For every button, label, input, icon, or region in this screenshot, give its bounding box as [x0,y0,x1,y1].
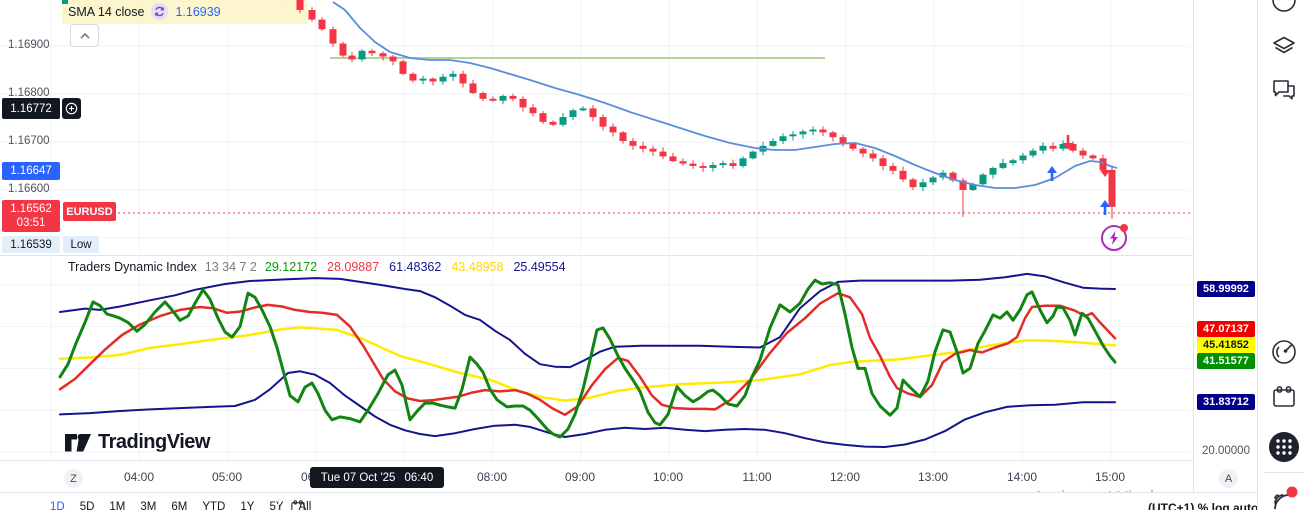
date-range-row[interactable]: 1D 5D 1M 3M 6M YTD 1Y 5Y All [50,501,311,510]
right-sidebar [1257,0,1309,510]
quick-trade-lightning-icon[interactable] [1101,224,1128,251]
signal-arrows [1047,135,1110,215]
price-badge-blue[interactable]: 1.16647 [2,162,60,180]
tdi-value: 43.48958 [451,260,504,274]
range-button-3m[interactable]: 3M [140,501,157,510]
time-axis[interactable]: 04:0005:0006:0007:0008:0009:0010:0011:00… [0,461,1193,492]
tdi-value-badge[interactable]: 41.51577 [1197,353,1255,369]
low-price-badge: 1.16539 [2,236,60,253]
gridlines [0,0,1190,460]
calendar-icon[interactable] [1268,381,1300,413]
range-button-5d[interactable]: 5D [79,501,95,510]
tdi-value: 61.48362 [389,260,442,274]
tdi-value-badge[interactable]: 45.41852 [1197,337,1255,353]
indicator-color-swatch [62,0,68,4]
tdi-scale-tick: 20.00000 [1202,445,1250,457]
tdi-value-badge[interactable]: 58.99992 [1197,281,1255,297]
tdi-lines[interactable] [58,272,1117,448]
range-button-ytd[interactable]: YTD [202,501,226,510]
range-button-5y[interactable]: 5Y [269,501,284,510]
clock-icon[interactable] [1268,0,1300,16]
tdi-value: 25.49554 [513,260,566,274]
tdi-value: 28.09887 [327,260,380,274]
tdi-lower-band[interactable] [59,370,1116,448]
tdi-market-base-line[interactable] [58,326,1117,402]
sma-line[interactable] [332,1,1118,189]
tooltip-time: 06:40 [404,471,434,484]
price-tick: 1.16800 [8,87,50,99]
time-tick-12:00: 12:00 [829,470,861,484]
price-tick: 1.16700 [8,135,50,147]
last-price: 1.16562 [10,203,52,215]
tdi-value: 29.12172 [264,260,318,274]
price-tick: 1.16600 [8,183,50,195]
sma-legend-title: SMA 14 close [68,4,145,19]
tdi-upper-band[interactable] [59,272,1116,369]
time-axis-separator [0,460,1193,461]
tooltip-date: Tue 07 Oct '25 [320,471,396,484]
time-tick-14:00: 14:00 [1006,470,1038,484]
tradingview-logo-text: TradingView [98,431,210,453]
range-button-all[interactable]: All [298,501,312,510]
time-tick-05:00: 05:00 [211,470,243,484]
go-to-date-calendar-icon[interactable] [290,499,306,510]
tradingview-logo[interactable]: TradingView [64,431,210,454]
tdi-title: Traders Dynamic Index [68,260,197,274]
refresh-icon[interactable] [151,3,169,20]
tdi-params: 13 34 7 2 [204,260,257,274]
time-tick-11:00: 11:00 [742,470,772,484]
time-tick-04:00: 04:00 [123,470,155,484]
time-tick-10:00: 10:00 [652,470,684,484]
time-tick-08:00: 08:00 [476,470,508,484]
range-button-1y[interactable]: 1Y [240,501,255,510]
bottom-toolbar[interactable]: 1D 5D 1M 3M 6M YTD 1Y 5Y All (UTC+1) % log auto [0,492,1257,510]
add-alert-plus-button[interactable] [62,98,81,119]
tdi-price-scale[interactable]: 40.0000030.0000020.0000058.9999247.07137… [1193,0,1258,492]
bottom-toolbar-divider [278,498,279,510]
apps-grid-icon[interactable] [1268,431,1300,463]
range-button-1d[interactable]: 1D [50,501,65,510]
last-price-badge[interactable]: 1.16562 03:51 [2,200,60,232]
bar-countdown: 03:51 [16,217,46,229]
sma-legend[interactable]: SMA 14 close 1.16939 [68,3,221,20]
object-tree-layers-icon[interactable] [1268,30,1300,62]
chat-icon[interactable] [1268,74,1300,106]
range-button-1m[interactable]: 1M [109,501,126,510]
auto-scale-button[interactable]: A [1219,469,1238,488]
time-tick-13:00: 13:00 [917,470,949,484]
collapse-legend-button[interactable] [70,24,99,47]
price-tick: 1.16900 [8,39,50,51]
screener-radar-icon[interactable] [1268,336,1300,368]
tdi-value-badge[interactable]: 31.83712 [1197,394,1255,410]
timezone-button[interactable]: Z [64,469,83,488]
candlesticks[interactable] [282,0,1116,219]
range-button-6m[interactable]: 6M [171,501,188,510]
connection-status-icon[interactable] [1268,484,1300,510]
tdi-rsi-price-line[interactable] [58,278,1117,439]
low-label: Low [63,236,99,253]
tdi-value-badge[interactable]: 47.07137 [1197,321,1255,337]
pane-separator[interactable] [0,255,1193,256]
time-axis-tooltip: Tue 07 Oct '25 06:40 [310,467,444,488]
tradingview-logo-icon [65,433,91,452]
legend-highlight [62,0,308,24]
tdi-legend[interactable]: Traders Dynamic Index 13 34 7 2 29.12172… [68,260,576,274]
notification-dot [1120,224,1128,232]
time-tick-15:00: 15:00 [1094,470,1126,484]
price-and-tdi-chart[interactable] [0,0,1193,492]
time-tick-09:00: 09:00 [564,470,596,484]
sma-value: 1.16939 [175,4,221,19]
price-badge-black[interactable]: 1.16772 [2,98,60,119]
symbol-label-badge[interactable]: EURUSD [63,202,116,221]
tdi-values: 29.12172 28.09887 61.48362 43.48958 25.49554 [265,260,576,274]
clock-and-scale-settings[interactable]: (UTC+1) % log auto [1148,501,1257,510]
sidebar-divider [1264,472,1304,473]
